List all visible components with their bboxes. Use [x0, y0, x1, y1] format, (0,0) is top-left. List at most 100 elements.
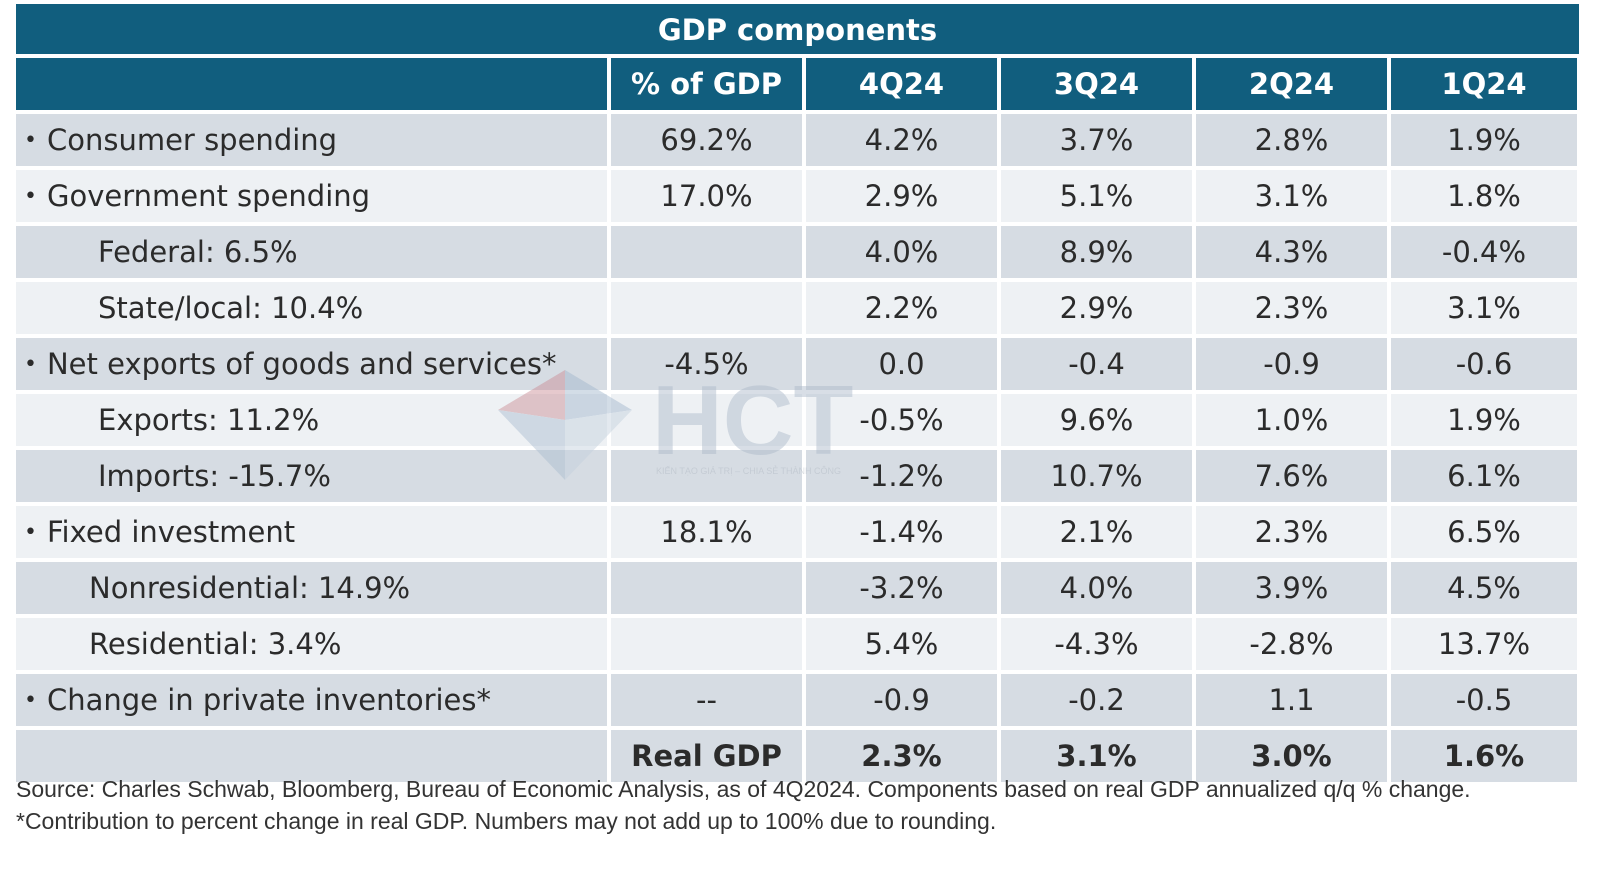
row-label-cell: Federal: 6.5% — [16, 226, 607, 278]
row-value-4q24: -0.9 — [806, 674, 997, 726]
row-share-of-gdp — [611, 226, 802, 278]
row-value-3q24: 3.7% — [1001, 114, 1192, 166]
row-value-3q24: 10.7% — [1001, 450, 1192, 502]
row-value-3q24: -0.2 — [1001, 674, 1192, 726]
table-row: Residential: 3.4% 5.4% -4.3% -2.8% 13.7% — [16, 618, 1579, 670]
row-value-2q24: 2.3% — [1196, 282, 1387, 334]
total-value-2q24: 3.0% — [1196, 730, 1387, 782]
row-label: Residential: 3.4% — [89, 627, 342, 661]
header-cell-3q24: 3Q24 — [1001, 58, 1192, 110]
row-value-2q24: 2.8% — [1196, 114, 1387, 166]
row-value-4q24: 4.0% — [806, 226, 997, 278]
row-label: Government spending — [46, 179, 371, 213]
row-value-2q24: 3.1% — [1196, 170, 1387, 222]
row-value-3q24: 9.6% — [1001, 394, 1192, 446]
row-value-3q24: 8.9% — [1001, 226, 1192, 278]
row-share-of-gdp — [611, 450, 802, 502]
row-label-cell: Nonresidential: 14.9% — [16, 562, 607, 614]
row-share-of-gdp: -4.5% — [611, 338, 802, 390]
header-cell-share: % of GDP — [611, 58, 802, 110]
row-value-2q24: -0.9 — [1196, 338, 1387, 390]
table-row: • Government spending 17.0% 2.9% 5.1% 3.1% 1.8… — [16, 170, 1579, 222]
row-value-1q24: -0.5 — [1391, 674, 1577, 726]
table-row: • Change in private inventories* -- -0.9 -0.… — [16, 674, 1579, 726]
bullet-icon: • — [24, 351, 37, 377]
gdp-components-table: GDP components % of GDP 4Q24 3Q24 2Q24 1… — [16, 4, 1579, 786]
row-value-1q24: 13.7% — [1391, 618, 1577, 670]
row-value-1q24: 4.5% — [1391, 562, 1577, 614]
row-label-cell: Exports: 11.2% — [16, 394, 607, 446]
total-row-label-cell — [16, 730, 607, 782]
row-value-2q24: 7.6% — [1196, 450, 1387, 502]
row-label: State/local: 10.4% — [98, 291, 364, 325]
hct-watermark-logo: HCT KIẾN TẠO GIÁ TRỊ – CHIA SẺ THÀNH CÔN… — [498, 365, 853, 480]
row-value-4q24: 4.2% — [806, 114, 997, 166]
row-share-of-gdp: -- — [611, 674, 802, 726]
total-row: Real GDP 2.3% 3.1% 3.0% 1.6% — [16, 730, 1579, 782]
header-cell-label — [16, 58, 607, 110]
table-row: Imports: -15.7% -1.2% 10.7% 7.6% 6.1% — [16, 450, 1579, 502]
row-label: Consumer spending — [46, 123, 338, 157]
row-value-4q24: -3.2% — [806, 562, 997, 614]
row-value-3q24: -0.4 — [1001, 338, 1192, 390]
row-share-of-gdp — [611, 562, 802, 614]
table-row: • Consumer spending 69.2% 4.2% 3.7% 2.8% 1.9% — [16, 114, 1579, 166]
watermark-diamond-bottom-right — [565, 410, 632, 480]
row-value-1q24: 6.5% — [1391, 506, 1577, 558]
total-value-1q24: 1.6% — [1391, 730, 1577, 782]
table-row: • Net exports of goods and services* -4.5%… — [16, 338, 1579, 390]
row-value-2q24: 3.9% — [1196, 562, 1387, 614]
row-value-1q24: 3.1% — [1391, 282, 1577, 334]
bullet-icon: • — [24, 183, 37, 209]
row-label: Fixed investment — [46, 515, 296, 549]
header-cell-1q24: 1Q24 — [1391, 58, 1577, 110]
row-value-2q24: 1.0% — [1196, 394, 1387, 446]
total-row-label: Real GDP — [611, 730, 802, 782]
source-note: Source: Charles Schwab, Bloomberg, Burea… — [16, 776, 1471, 834]
row-value-1q24: 1.9% — [1391, 394, 1577, 446]
row-value-1q24: -0.6 — [1391, 338, 1577, 390]
table-title: GDP components — [16, 4, 1579, 54]
row-value-1q24: 1.9% — [1391, 114, 1577, 166]
row-value-2q24: 4.3% — [1196, 226, 1387, 278]
row-label-cell: Imports: -15.7% — [16, 450, 607, 502]
row-value-3q24: 5.1% — [1001, 170, 1192, 222]
header-cell-2q24: 2Q24 — [1196, 58, 1387, 110]
row-value-2q24: -2.8% — [1196, 618, 1387, 670]
row-label: Federal: 6.5% — [98, 235, 298, 269]
bullet-icon: • — [24, 687, 37, 713]
row-label: Imports: -15.7% — [98, 459, 331, 493]
row-value-4q24: 2.2% — [806, 282, 997, 334]
table-row: State/local: 10.4% 2.2% 2.9% 2.3% 3.1% — [16, 282, 1579, 334]
row-label: Net exports of goods and services* — [46, 347, 557, 381]
row-value-1q24: 1.8% — [1391, 170, 1577, 222]
table-row: Federal: 6.5% 4.0% 8.9% 4.3% -0.4% — [16, 226, 1579, 278]
header-cell-4q24: 4Q24 — [806, 58, 997, 110]
bullet-icon: • — [24, 519, 37, 545]
total-value-3q24: 3.1% — [1001, 730, 1192, 782]
total-value-4q24: 2.3% — [806, 730, 997, 782]
row-value-1q24: -0.4% — [1391, 226, 1577, 278]
row-share-of-gdp: 69.2% — [611, 114, 802, 166]
row-label: Nonresidential: 14.9% — [89, 571, 411, 605]
row-label-cell: State/local: 10.4% — [16, 282, 607, 334]
row-value-3q24: -4.3% — [1001, 618, 1192, 670]
row-label-cell: Residential: 3.4% — [16, 618, 607, 670]
header-row: % of GDP 4Q24 3Q24 2Q24 1Q24 — [16, 58, 1579, 110]
row-value-4q24: 5.4% — [806, 618, 997, 670]
row-value-3q24: 4.0% — [1001, 562, 1192, 614]
row-value-4q24: -0.5% — [806, 394, 997, 446]
row-label-cell: • Net exports of goods and services* — [16, 338, 607, 390]
row-label: Change in private inventories* — [46, 683, 492, 717]
row-value-2q24: 2.3% — [1196, 506, 1387, 558]
row-value-2q24: 1.1 — [1196, 674, 1387, 726]
watermark-tagline: KIẾN TẠO GIÁ TRỊ – CHIA SẺ THÀNH CÔNG — [656, 465, 841, 476]
row-value-4q24: -1.2% — [806, 450, 997, 502]
row-share-of-gdp — [611, 394, 802, 446]
row-value-4q24: 0.0 — [806, 338, 997, 390]
row-share-of-gdp: 18.1% — [611, 506, 802, 558]
watermark-diamond-bottom-left — [498, 410, 565, 480]
row-share-of-gdp: 17.0% — [611, 170, 802, 222]
watermark-text: HCT — [652, 365, 853, 475]
row-share-of-gdp — [611, 282, 802, 334]
